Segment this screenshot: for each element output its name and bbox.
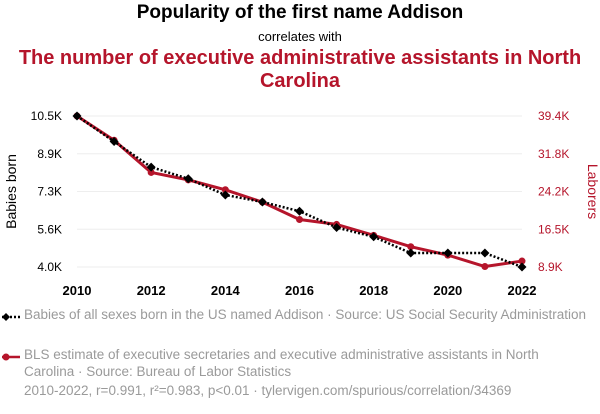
y-left-tick-label: 4.0K [37, 260, 62, 274]
legend-swatch-series1 [2, 313, 20, 321]
y-right-tick-label: 16.5K [538, 222, 569, 236]
series1-point [406, 248, 416, 258]
line-chart: 10.5K 39.4K 8.9K 31.8K 7.3K 24.2K 5.6K 16.5K 4.0… [3, 109, 600, 298]
footer-stats: 2010-2022, r=0.991, r²=0.983, p<0.01 · t… [24, 383, 512, 398]
series2-point [221, 186, 229, 194]
series1-point [295, 206, 304, 216]
chart-subtitle: correlates with [258, 29, 342, 44]
y-left-axis-title: Babies born [3, 154, 19, 229]
x-tick-label: 2018 [359, 283, 388, 298]
series1-point [443, 248, 453, 258]
y-right-tick-label: 31.8K [538, 147, 569, 161]
legend-label-series2: BLS estimate of executive secretaries an… [24, 347, 539, 379]
x-tick-label: 2016 [285, 283, 314, 298]
series1-point [109, 137, 119, 147]
series1-point [480, 248, 490, 258]
legend-label-series1: Babies of all sexes born in the US named… [24, 307, 587, 322]
series2-point [518, 257, 526, 265]
series1-point [517, 262, 527, 272]
chart-title: Popularity of the first name Addison [136, 2, 464, 23]
legend-swatch-series2 [2, 353, 20, 361]
y-left-tick-label: 10.5K [31, 109, 62, 123]
x-tick-label: 2022 [508, 283, 537, 298]
y-left-tick-label: 8.9K [37, 147, 62, 161]
series2-point [481, 263, 489, 271]
y-right-tick-label: 39.4K [538, 109, 569, 123]
series1-point [257, 197, 267, 207]
series1-point [183, 174, 193, 184]
series1-point [332, 223, 342, 233]
series1-point [72, 111, 82, 121]
series2-point [147, 168, 155, 176]
x-tick-label: 2012 [137, 283, 166, 298]
y-right-axis-title: Laborers [585, 164, 600, 219]
y-right-tick-label: 8.9K [538, 260, 563, 274]
x-tick-label: 2010 [63, 283, 92, 298]
x-tick-label: 2020 [433, 283, 462, 298]
y-left-tick-label: 5.6K [37, 222, 62, 236]
series1-point [146, 162, 156, 172]
series1-point [220, 190, 230, 200]
chart-title-secondary: The number of executive administrative a… [18, 47, 582, 92]
x-tick-label: 2014 [211, 283, 241, 298]
series2-point [296, 215, 303, 223]
y-left-tick-label: 7.3K [37, 185, 62, 199]
y-right-tick-label: 24.2K [538, 185, 569, 199]
series1-point [369, 232, 379, 242]
series2-point [407, 243, 415, 251]
